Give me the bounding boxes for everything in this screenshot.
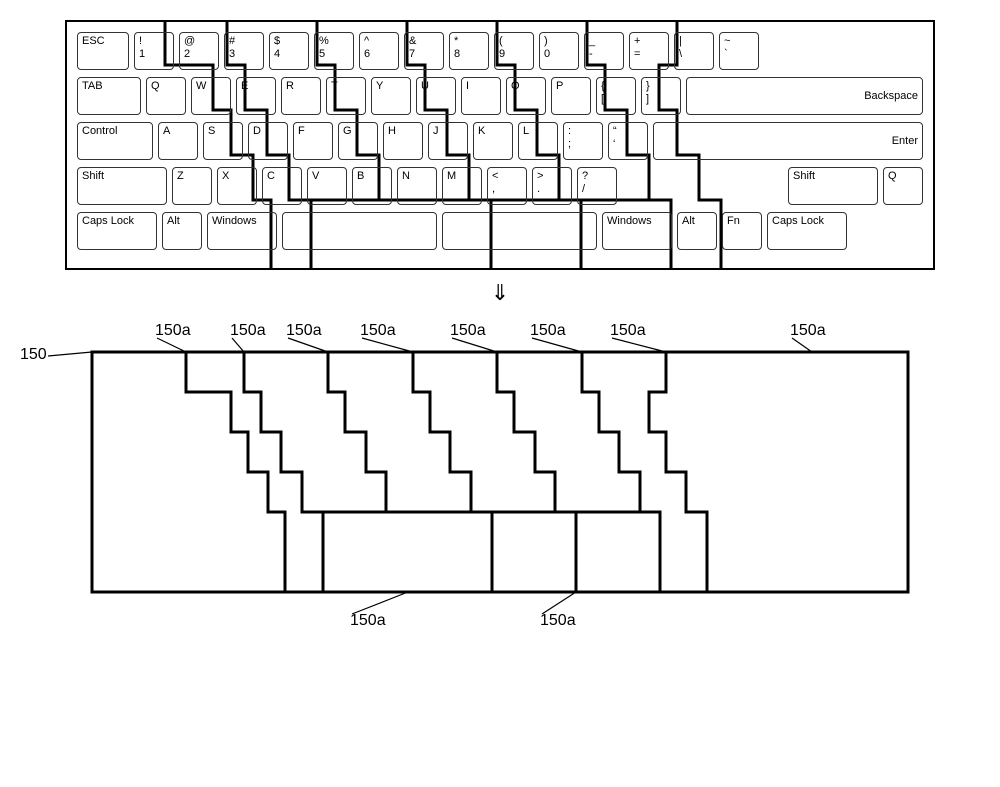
key: M	[442, 167, 482, 205]
key: G	[338, 122, 378, 160]
key: W	[191, 77, 231, 115]
key: K	[473, 122, 513, 160]
key: %5	[314, 32, 354, 70]
key: #3	[224, 32, 264, 70]
key: +=	[629, 32, 669, 70]
ref-label: 150a	[286, 322, 322, 340]
key: Windows	[602, 212, 672, 250]
key: Backspace	[686, 77, 923, 115]
key: Enter	[653, 122, 923, 160]
key: ^6	[359, 32, 399, 70]
key: |\	[674, 32, 714, 70]
key: &7	[404, 32, 444, 70]
key	[282, 212, 437, 250]
key: O	[506, 77, 546, 115]
key: P	[551, 77, 591, 115]
key: :;	[563, 122, 603, 160]
key: Q	[146, 77, 186, 115]
key: >.	[532, 167, 572, 205]
key: ~`	[719, 32, 759, 70]
key: A	[158, 122, 198, 160]
arrow-down-icon: ⇓	[20, 280, 980, 306]
key: Q	[883, 167, 923, 205]
key: Control	[77, 122, 153, 160]
key: C	[262, 167, 302, 205]
key: Fn	[722, 212, 762, 250]
key: }]	[641, 77, 681, 115]
key: Windows	[207, 212, 277, 250]
key: F	[293, 122, 333, 160]
key: ESC	[77, 32, 129, 70]
key: N	[397, 167, 437, 205]
key	[442, 212, 597, 250]
ref-label: 150a	[790, 322, 826, 340]
key: (9	[494, 32, 534, 70]
key: ?/	[577, 167, 617, 205]
key: D	[248, 122, 288, 160]
ref-label: 150a	[610, 322, 646, 340]
key: I	[461, 77, 501, 115]
ref-label: 150a	[360, 322, 396, 340]
key: S	[203, 122, 243, 160]
key: *8	[449, 32, 489, 70]
section-map-diagram: 150 150a 150a 150a 150a 150a 150a 150a 150a 150a 1…	[20, 312, 980, 642]
keyboard-diagram: ESC!1@2#3$4%5^6&7*8(9)0_-+=|\~`TABQWERTY…	[65, 20, 935, 270]
key: U	[416, 77, 456, 115]
key: Shift	[77, 167, 167, 205]
key: X	[217, 167, 257, 205]
key: Shift	[788, 167, 878, 205]
key: @2	[179, 32, 219, 70]
key: J	[428, 122, 468, 160]
key: V	[307, 167, 347, 205]
key: Y	[371, 77, 411, 115]
key: B	[352, 167, 392, 205]
ref-label: 150	[20, 346, 47, 364]
key: $4	[269, 32, 309, 70]
ref-label: 150a	[450, 322, 486, 340]
key: Alt	[677, 212, 717, 250]
section-map-svg	[20, 312, 980, 642]
figure-container: ESC!1@2#3$4%5^6&7*8(9)0_-+=|\~`TABQWERTY…	[20, 20, 980, 642]
ref-label: 150a	[155, 322, 191, 340]
key: Z	[172, 167, 212, 205]
key: L	[518, 122, 558, 160]
key: H	[383, 122, 423, 160]
key: TAB	[77, 77, 141, 115]
key: Caps Lock	[767, 212, 847, 250]
key: T	[326, 77, 366, 115]
ref-label: 150a	[540, 612, 576, 630]
ref-label: 150a	[530, 322, 566, 340]
key: “‘	[608, 122, 648, 160]
ref-label: 150a	[350, 612, 386, 630]
key: {[	[596, 77, 636, 115]
ref-label: 150a	[230, 322, 266, 340]
key: <,	[487, 167, 527, 205]
key: R	[281, 77, 321, 115]
key: Alt	[162, 212, 202, 250]
key: Caps Lock	[77, 212, 157, 250]
key: )0	[539, 32, 579, 70]
key: _-	[584, 32, 624, 70]
key: !1	[134, 32, 174, 70]
key: E	[236, 77, 276, 115]
